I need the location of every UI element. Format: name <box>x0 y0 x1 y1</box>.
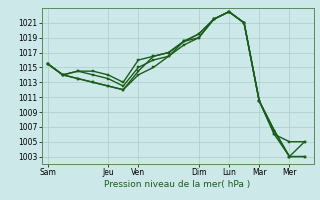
X-axis label: Pression niveau de la mer( hPa ): Pression niveau de la mer( hPa ) <box>104 180 251 189</box>
